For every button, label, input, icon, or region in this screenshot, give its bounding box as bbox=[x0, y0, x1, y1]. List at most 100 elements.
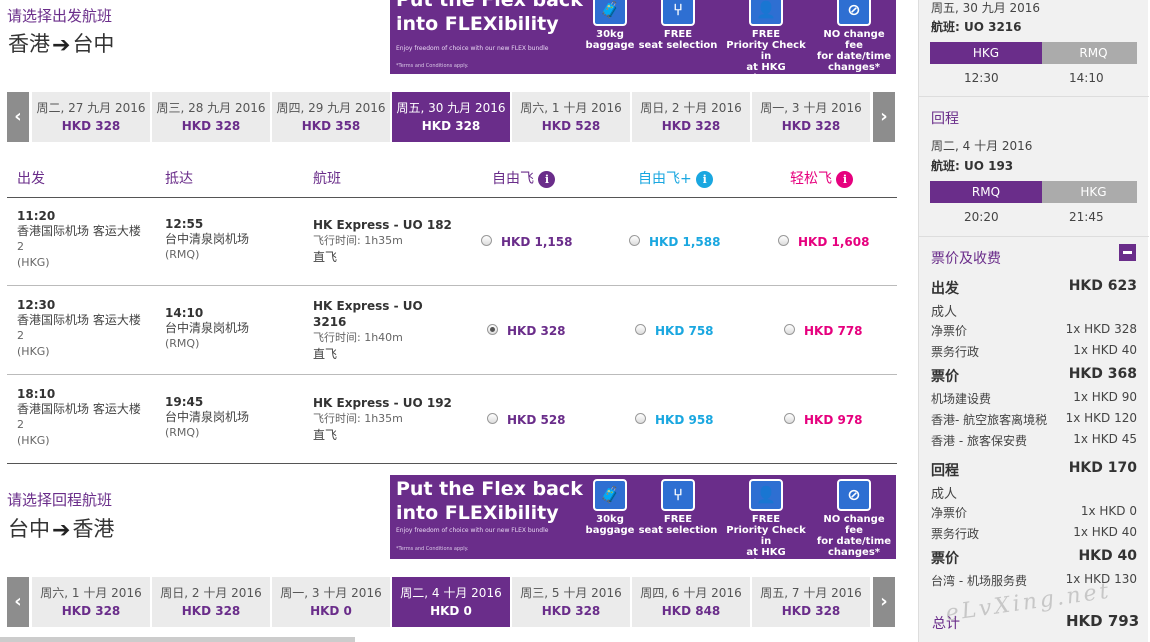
date-label: 周三, 28 九月 2016 bbox=[156, 101, 266, 115]
chevron-right-icon[interactable]: › bbox=[873, 577, 895, 627]
depart-airport: 香港国际机场 客运大楼 bbox=[17, 313, 141, 327]
inbound-prompt: 请选择回程航班 bbox=[7, 491, 113, 509]
banner-terms: *Terms and Conditions apply. bbox=[396, 63, 469, 69]
fee-value: 1x HKD 328 bbox=[1065, 322, 1137, 336]
fare-price: HKD 328 bbox=[507, 324, 566, 338]
flex-promo-banner[interactable]: Put the Flex back into FLEXibility Enjoy… bbox=[390, 475, 896, 559]
date-cell-selected[interactable]: 周二, 4 十月 2016 HKD 0 bbox=[392, 577, 510, 627]
fare-option-flex-plus[interactable]: HKD 758 bbox=[635, 324, 714, 338]
fare-option-flex-plus[interactable]: HKD 958 bbox=[635, 413, 714, 427]
segment-arr-time: 14:10 bbox=[1069, 71, 1104, 85]
fare-option-easy[interactable]: HKD 778 bbox=[784, 324, 863, 338]
fee-label: 净票价 bbox=[931, 506, 968, 520]
date-cell[interactable]: 周四, 29 九月 2016 HKD 358 bbox=[272, 92, 390, 142]
radio-button[interactable] bbox=[629, 235, 640, 246]
date-cell[interactable]: 周日, 2 十月 2016 HKD 328 bbox=[152, 577, 270, 627]
fare-option-easy[interactable]: HKD 1,608 bbox=[778, 235, 869, 249]
chevron-right-icon[interactable]: › bbox=[873, 92, 895, 142]
fee-label: 票务行政 bbox=[931, 345, 980, 359]
date-price: HKD 328 bbox=[661, 119, 721, 133]
arrow-right-icon: ➔ bbox=[52, 33, 71, 58]
date-price: HKD 358 bbox=[301, 119, 361, 133]
radio-button[interactable] bbox=[487, 413, 498, 424]
route-to: 台中 bbox=[72, 32, 115, 56]
date-cell[interactable]: 周二, 27 九月 2016 HKD 328 bbox=[32, 92, 150, 142]
date-cell[interactable]: 周四, 6 十月 2016 HKD 848 bbox=[632, 577, 750, 627]
arrive-cell: 19:45 台中清泉岗机场 (RMQ) bbox=[165, 395, 305, 441]
radio-button[interactable] bbox=[635, 324, 646, 335]
depart-time: 18:10 bbox=[17, 387, 56, 401]
fare-price: HKD 778 bbox=[804, 324, 863, 338]
date-cell[interactable]: 周三, 28 九月 2016 HKD 328 bbox=[152, 92, 270, 142]
depart-time: 11:20 bbox=[17, 209, 56, 223]
arrive-time: 12:55 bbox=[165, 217, 204, 231]
date-price: HKD 0 bbox=[430, 604, 472, 618]
date-cell[interactable]: 周日, 2 十月 2016 HKD 328 bbox=[632, 92, 750, 142]
fee-label: 净票价 bbox=[931, 324, 968, 338]
fare-option-flex[interactable]: HKD 528 bbox=[487, 413, 566, 427]
return-heading: 回程 bbox=[931, 111, 959, 127]
fare-price: HKD 1,158 bbox=[501, 235, 573, 249]
date-price: HKD 328 bbox=[421, 119, 481, 133]
date-price: HKD 328 bbox=[61, 604, 121, 618]
banner-headline-line-1: Put the Flex back bbox=[396, 478, 583, 500]
route-from: 香港 bbox=[8, 32, 50, 56]
fee-value: HKD 623 bbox=[1068, 278, 1137, 294]
outbound-prompt: 请选择出发航班 bbox=[7, 7, 113, 25]
feature-line: Priority Check in bbox=[726, 525, 806, 547]
arrive-code: (RMQ) bbox=[165, 426, 200, 439]
chevron-left-icon[interactable]: ‹ bbox=[7, 577, 29, 627]
fare-option-easy[interactable]: HKD 978 bbox=[784, 413, 863, 427]
fare-option-flex[interactable]: HKD 328 bbox=[487, 324, 566, 338]
feature-line: 30kg bbox=[596, 514, 624, 525]
info-icon[interactable]: i bbox=[696, 171, 714, 188]
fee-value: 1x HKD 0 bbox=[1080, 504, 1137, 518]
chevron-left-icon[interactable]: ‹ bbox=[7, 92, 29, 142]
radio-button[interactable] bbox=[635, 413, 646, 424]
depart-code: (HKG) bbox=[17, 256, 50, 269]
radio-button[interactable] bbox=[778, 235, 789, 246]
radio-button[interactable] bbox=[784, 324, 795, 335]
flex-promo-banner[interactable]: Put the Flex back into FLEXibility Enjoy… bbox=[390, 0, 896, 74]
flight-number: HK Express - UO bbox=[313, 299, 423, 313]
banner-terms: *Terms and Conditions apply. bbox=[396, 546, 469, 552]
fee-label: 票价 bbox=[931, 551, 959, 567]
fare-option-flex-plus[interactable]: HKD 1,588 bbox=[629, 235, 720, 249]
fee-label: 票务行政 bbox=[931, 527, 980, 541]
date-cell[interactable]: 周一, 3 十月 2016 HKD 328 bbox=[752, 92, 870, 142]
route-from: 台中 bbox=[8, 517, 50, 541]
segment-arr-time: 21:45 bbox=[1069, 210, 1104, 224]
info-icon[interactable]: i bbox=[836, 171, 854, 188]
date-cell[interactable]: 周三, 5 十月 2016 HKD 328 bbox=[512, 577, 630, 627]
header-fare-easy-label: 轻松飞 bbox=[790, 171, 832, 187]
radio-button[interactable] bbox=[481, 235, 492, 246]
outbound-date-bar: ‹ 周二, 27 九月 2016 HKD 328 周三, 28 九月 2016 HK… bbox=[7, 92, 897, 142]
feature-line: at HKG airport bbox=[746, 62, 786, 74]
return-segment: RMQ HKG bbox=[930, 181, 1137, 203]
collapse-icon[interactable] bbox=[1119, 244, 1136, 261]
fee-line: 机场建设费 1x HKD 90 bbox=[931, 390, 1137, 407]
date-cell[interactable]: 周五, 7 十月 2016 HKD 328 bbox=[752, 577, 870, 627]
date-cell[interactable]: 周六, 1 十月 2016 HKD 528 bbox=[512, 92, 630, 142]
feature-line: seat selection bbox=[638, 525, 718, 536]
fee-passenger-type: 成人 bbox=[931, 305, 958, 320]
date-label: 周五, 7 十月 2016 bbox=[760, 586, 862, 600]
radio-button[interactable] bbox=[784, 413, 795, 424]
segment-from: HKG bbox=[930, 42, 1053, 64]
date-cell[interactable]: 周六, 1 十月 2016 HKD 328 bbox=[32, 577, 150, 627]
date-price: HKD 328 bbox=[181, 604, 241, 618]
date-price: HKD 528 bbox=[541, 119, 601, 133]
date-cell-selected[interactable]: 周五, 30 九月 2016 HKD 328 bbox=[392, 92, 510, 142]
segment-from: RMQ bbox=[930, 181, 1053, 203]
fee-line: 台湾 - 机场服务费 1x HKD 130 bbox=[931, 572, 1137, 589]
fee-value: HKD 368 bbox=[1068, 366, 1137, 382]
date-cell[interactable]: 周一, 3 十月 2016 HKD 0 bbox=[272, 577, 390, 627]
feature-line: seat selection bbox=[638, 40, 718, 51]
fare-option-flex[interactable]: HKD 1,158 bbox=[481, 235, 572, 249]
feature-baggage: 🧳 30kg baggage bbox=[570, 0, 650, 51]
fee-value: HKD 170 bbox=[1068, 460, 1137, 476]
fare-price: HKD 1,608 bbox=[798, 235, 870, 249]
radio-button-selected[interactable] bbox=[487, 324, 498, 335]
info-icon[interactable]: i bbox=[538, 171, 556, 188]
fee-value: 1x HKD 40 bbox=[1073, 525, 1137, 539]
